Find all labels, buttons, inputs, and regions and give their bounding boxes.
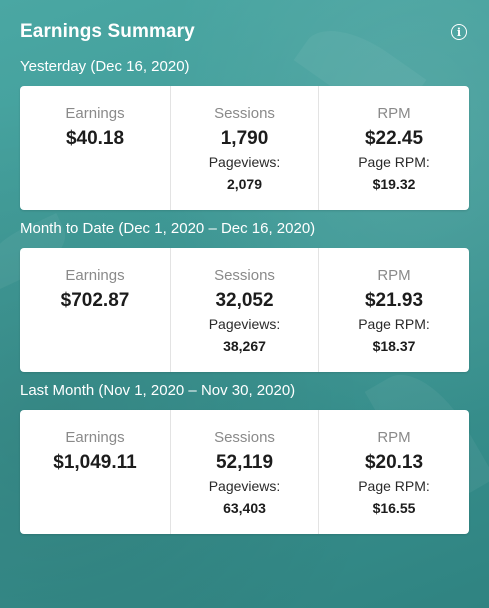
section-label: Last Month (Nov 1, 2020 – Nov 30, 2020) bbox=[20, 382, 296, 399]
panel-title: Earnings Summary bbox=[20, 21, 195, 42]
section-label: Month to Date (Dec 1, 2020 – Dec 16, 202… bbox=[20, 220, 316, 237]
panel-header: Earnings Summary i bbox=[20, 20, 469, 44]
pageviews-value: 2,079 bbox=[226, 176, 263, 192]
sessions-label: Sessions bbox=[214, 105, 275, 122]
sessions-label: Sessions bbox=[214, 267, 275, 284]
rpm-column: RPM $22.45 Page RPM: $19.32 bbox=[318, 86, 469, 210]
rpm-column: RPM $21.93 Page RPM: $18.37 bbox=[318, 248, 469, 372]
earnings-value: $702.87 bbox=[60, 290, 130, 311]
earnings-column: Earnings $40.18 bbox=[20, 86, 170, 210]
page-rpm-value: $16.55 bbox=[372, 500, 416, 516]
sessions-value: 1,790 bbox=[220, 128, 269, 149]
page-rpm-label: Page RPM: bbox=[358, 478, 430, 494]
pageviews-label: Pageviews: bbox=[208, 154, 281, 170]
earnings-label: Earnings bbox=[65, 105, 125, 122]
rpm-value: $20.13 bbox=[364, 452, 424, 473]
pageviews-value: 38,267 bbox=[223, 338, 266, 354]
pageviews-label: Pageviews: bbox=[208, 316, 281, 332]
sessions-column: Sessions 1,790 Pageviews: 2,079 bbox=[170, 86, 318, 210]
earnings-label: Earnings bbox=[65, 429, 125, 446]
last-month-section: Last Month (Nov 1, 2020 – Nov 30, 2020) … bbox=[20, 382, 469, 534]
rpm-label: RPM bbox=[377, 429, 411, 446]
stats-card: Earnings $1,049.11 Sessions 52,119 Pagev… bbox=[20, 410, 469, 534]
sessions-value: 32,052 bbox=[215, 290, 274, 311]
sessions-value: 52,119 bbox=[215, 452, 274, 473]
page-rpm-label: Page RPM: bbox=[358, 154, 430, 170]
earnings-label: Earnings bbox=[65, 267, 125, 284]
sessions-label: Sessions bbox=[214, 429, 275, 446]
yesterday-section: Yesterday (Dec 16, 2020) Earnings $40.18… bbox=[20, 58, 469, 210]
page-rpm-label: Page RPM: bbox=[358, 316, 430, 332]
rpm-value: $21.93 bbox=[364, 290, 424, 311]
rpm-value: $22.45 bbox=[364, 128, 424, 149]
page-rpm-value: $18.37 bbox=[372, 338, 416, 354]
section-label: Yesterday (Dec 16, 2020) bbox=[20, 58, 190, 75]
earnings-value: $1,049.11 bbox=[53, 452, 137, 473]
pageviews-value: 63,403 bbox=[223, 500, 266, 516]
page-rpm-value: $19.32 bbox=[372, 176, 416, 192]
info-icon[interactable]: i bbox=[451, 24, 467, 40]
sessions-column: Sessions 52,119 Pageviews: 63,403 bbox=[170, 410, 318, 534]
stats-card: Earnings $40.18 Sessions 1,790 Pageviews… bbox=[20, 86, 469, 210]
sessions-column: Sessions 32,052 Pageviews: 38,267 bbox=[170, 248, 318, 372]
earnings-value: $40.18 bbox=[65, 128, 125, 149]
earnings-column: Earnings $702.87 bbox=[20, 248, 170, 372]
rpm-label: RPM bbox=[377, 267, 411, 284]
earnings-column: Earnings $1,049.11 bbox=[20, 410, 170, 534]
rpm-column: RPM $20.13 Page RPM: $16.55 bbox=[318, 410, 469, 534]
stats-card: Earnings $702.87 Sessions 32,052 Pagevie… bbox=[20, 248, 469, 372]
rpm-label: RPM bbox=[377, 105, 411, 122]
pageviews-label: Pageviews: bbox=[208, 478, 281, 494]
month-to-date-section: Month to Date (Dec 1, 2020 – Dec 16, 202… bbox=[20, 220, 469, 372]
